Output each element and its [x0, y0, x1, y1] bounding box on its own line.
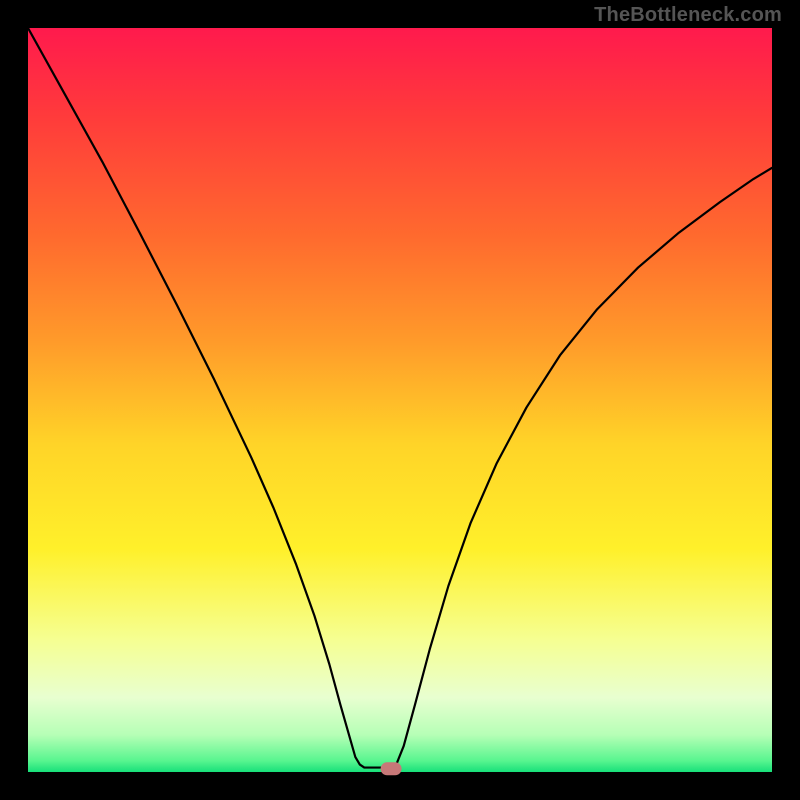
min-marker-dot [381, 762, 402, 775]
figure-outer: TheBottleneck.com [0, 0, 800, 800]
watermark-text: TheBottleneck.com [594, 4, 782, 27]
plot-area [28, 28, 772, 772]
bottleneck-curve [28, 28, 772, 772]
